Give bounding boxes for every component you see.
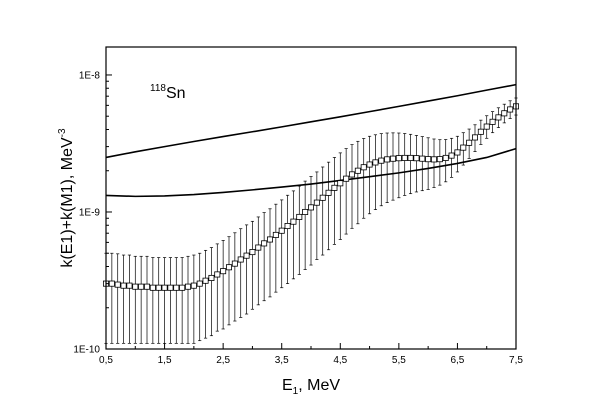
x-tick-label: 2,5 bbox=[216, 355, 230, 366]
data-point bbox=[220, 268, 227, 275]
data-point bbox=[143, 283, 150, 290]
data-point bbox=[261, 240, 268, 247]
data-point bbox=[237, 256, 244, 263]
x-tick-label: 4,5 bbox=[333, 355, 347, 366]
data-point bbox=[284, 223, 291, 230]
data-point bbox=[454, 149, 461, 156]
data-point bbox=[477, 128, 484, 135]
data-point bbox=[231, 260, 238, 267]
data-point bbox=[184, 283, 191, 290]
data-point bbox=[179, 284, 186, 291]
data-point bbox=[448, 152, 455, 159]
data-point bbox=[249, 249, 256, 256]
x-tick-label: 6,5 bbox=[450, 355, 464, 366]
data-point bbox=[331, 184, 338, 191]
data-point bbox=[161, 284, 168, 291]
x-tick-label: 1,5 bbox=[158, 355, 172, 366]
data-point bbox=[489, 118, 496, 125]
data-point bbox=[495, 114, 502, 121]
annotation-label: 118Sn bbox=[150, 83, 186, 102]
data-point bbox=[296, 213, 303, 220]
data-point bbox=[214, 271, 221, 278]
annotation-superscript: 118 bbox=[150, 83, 166, 94]
data-point bbox=[466, 139, 473, 146]
data-point bbox=[272, 231, 279, 238]
data-point bbox=[196, 280, 203, 287]
data-point bbox=[114, 281, 121, 288]
data-point bbox=[132, 283, 139, 290]
x-tick-label: 3,5 bbox=[275, 355, 289, 366]
x-axis-title-subscript: 1 bbox=[293, 386, 299, 397]
series-line-1 bbox=[105, 83, 517, 159]
data-point bbox=[319, 194, 326, 201]
x-axis-title: E1, MeV bbox=[282, 377, 340, 397]
x-tick-label: 7,5 bbox=[509, 355, 523, 366]
annotation-text: Sn bbox=[166, 85, 186, 102]
data-point bbox=[138, 283, 145, 290]
data-point bbox=[372, 159, 379, 166]
data-point bbox=[225, 264, 232, 271]
data-point bbox=[266, 236, 273, 243]
data-point bbox=[348, 171, 355, 178]
data-point bbox=[483, 123, 490, 130]
x-axis-title-rest: , MeV bbox=[298, 377, 340, 394]
data-point bbox=[354, 167, 361, 174]
data-point bbox=[407, 154, 414, 161]
y-axis-title-main: k(E1)+k(M1), MeV bbox=[59, 137, 76, 268]
data-point bbox=[501, 110, 508, 117]
data-point bbox=[384, 156, 391, 163]
data-point bbox=[208, 274, 215, 281]
data-point bbox=[120, 282, 127, 289]
x-tick-label: 5,5 bbox=[392, 355, 406, 366]
data-point bbox=[202, 277, 209, 284]
axis-layer: 0,5 1,5 2,5 3,5 4,5 5,5 6,5 7,5 1E-10 1E-9 1E-8 bbox=[73, 70, 523, 366]
data-point bbox=[313, 199, 320, 206]
data-point bbox=[302, 208, 309, 215]
data-point bbox=[507, 106, 514, 113]
data-point bbox=[442, 154, 449, 161]
y-tick-label: 1E-10 bbox=[73, 345, 100, 356]
data-point bbox=[471, 134, 478, 141]
data-point bbox=[419, 155, 426, 162]
data-point bbox=[389, 155, 396, 162]
data-point bbox=[366, 161, 373, 168]
data-point bbox=[378, 157, 385, 164]
data-point bbox=[255, 244, 262, 251]
data-point bbox=[337, 180, 344, 187]
data-point bbox=[149, 284, 156, 291]
data-point bbox=[290, 218, 297, 225]
data-point bbox=[425, 156, 432, 163]
data-point bbox=[360, 164, 367, 171]
data-point bbox=[278, 227, 285, 234]
y-tick-label: 1E-9 bbox=[79, 207, 101, 218]
data-point bbox=[167, 284, 174, 291]
data-point bbox=[173, 284, 180, 291]
data-point bbox=[243, 252, 250, 259]
data-point bbox=[325, 189, 332, 196]
data-point bbox=[430, 156, 437, 163]
y-axis-title-superscript: -3 bbox=[57, 128, 68, 137]
data-point bbox=[436, 156, 443, 163]
data-point bbox=[460, 144, 467, 151]
data-point bbox=[126, 282, 133, 289]
data-point bbox=[395, 155, 402, 162]
data-point bbox=[413, 155, 420, 162]
data-point bbox=[155, 284, 162, 291]
x-tick-label: 0,5 bbox=[99, 355, 113, 366]
y-axis-title: k(E1)+k(M1), MeV-3 bbox=[57, 128, 76, 268]
y-tick-label: 1E-8 bbox=[79, 70, 101, 81]
data-point bbox=[190, 282, 197, 289]
data-point bbox=[401, 154, 408, 161]
data-point bbox=[343, 175, 350, 182]
data-point bbox=[108, 280, 115, 287]
data-point bbox=[307, 204, 314, 211]
x-axis-title-main: E bbox=[282, 377, 293, 394]
plot-layer bbox=[103, 83, 520, 344]
